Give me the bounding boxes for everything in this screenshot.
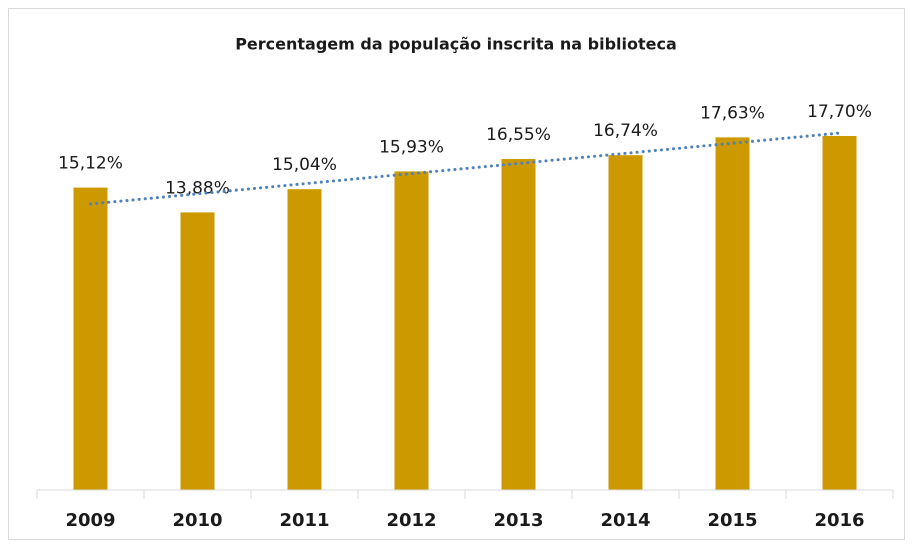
- x-tick-label: 2012: [386, 510, 436, 531]
- bar: [73, 187, 108, 490]
- bar: [822, 136, 857, 490]
- data-label: 17,70%: [807, 102, 872, 122]
- x-tick-label: 2016: [814, 510, 864, 531]
- data-label: 15,12%: [58, 154, 123, 174]
- x-tick-label: 2013: [493, 510, 543, 531]
- trend-line: [89, 131, 841, 206]
- x-tick-label: 2011: [279, 510, 329, 531]
- chart-title: Percentagem da população inscrita na bib…: [235, 35, 677, 54]
- bar: [715, 137, 750, 490]
- bar: [608, 155, 643, 490]
- data-label: 17,63%: [700, 103, 765, 123]
- data-label: 16,74%: [593, 121, 658, 141]
- data-label: 13,88%: [165, 178, 230, 198]
- data-label: 15,93%: [379, 137, 444, 157]
- bar: [394, 171, 429, 490]
- x-tick-label: 2009: [65, 510, 115, 531]
- bar: [287, 189, 322, 490]
- bar: [501, 159, 536, 490]
- data-label: 15,04%: [272, 155, 337, 175]
- data-label: 16,55%: [486, 125, 551, 145]
- x-tick-label: 2014: [600, 510, 650, 531]
- bar: [180, 212, 215, 490]
- chart-frame: [8, 8, 905, 540]
- x-tick-label: 2010: [172, 510, 222, 531]
- x-tick-label: 2015: [707, 510, 757, 531]
